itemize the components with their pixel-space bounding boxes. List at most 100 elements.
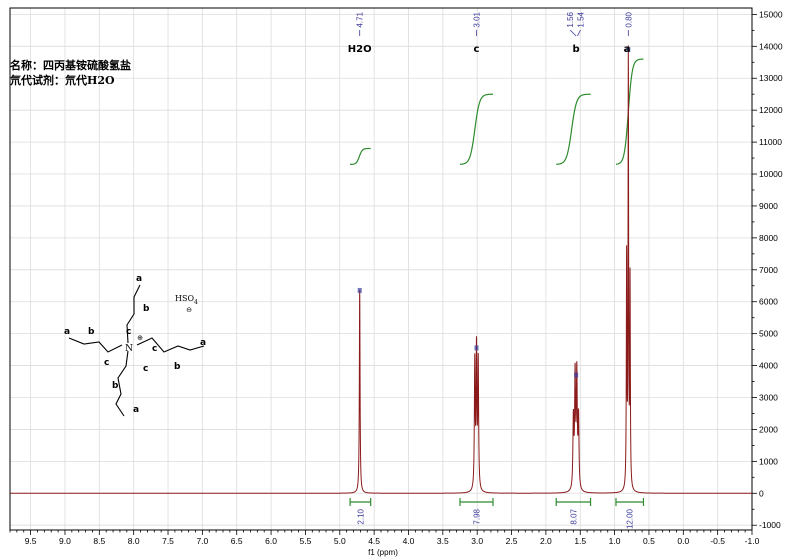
x-tick-label: 2.0 — [540, 536, 552, 546]
structure-label: b — [88, 327, 95, 337]
x-tick-label: 4.5 — [368, 536, 380, 546]
structure-label: c — [126, 327, 131, 337]
bond-chain-down — [115, 350, 129, 417]
x-tick-label: 6.0 — [265, 536, 277, 546]
integral-curve — [459, 93, 494, 165]
nitrogen-atom: N — [125, 344, 133, 354]
y-tick-label: 14000 — [759, 41, 783, 51]
peak-shift-label: 3.01 — [472, 11, 481, 27]
peak-assignment-label: H2O — [348, 44, 372, 55]
y-axis-ticks: -1000 0 1000 2000 3000 4000 5000 6000 7000 8000 90… — [752, 9, 783, 530]
bond-chain-up — [126, 284, 141, 344]
peak-shift-label: 1.56 — [566, 11, 575, 27]
structure-label: a — [200, 338, 206, 348]
x-tick-label: 1.0 — [609, 536, 621, 546]
peak-assignment-label: a — [624, 44, 631, 55]
structure-label: a — [133, 405, 139, 415]
x-tick-label: 2.5 — [506, 536, 518, 546]
peak-shift-label: 4.71 — [356, 11, 365, 27]
structure-label: c — [104, 358, 109, 368]
y-tick-label: 4000 — [759, 361, 778, 371]
y-tick-label: 3000 — [759, 393, 778, 403]
structure-label: c — [143, 364, 148, 374]
y-tick-label: 0 — [759, 488, 764, 498]
y-tick-label: 12000 — [759, 105, 783, 115]
x-tick-label: 0.5 — [643, 536, 655, 546]
x-tick-label: 1.5 — [574, 536, 586, 546]
peak-shift-label: 1.54 — [576, 11, 585, 27]
y-tick-label: 13000 — [759, 73, 783, 83]
integral-curve — [350, 147, 371, 166]
counter-ion: HSO4 — [175, 294, 198, 306]
spectrum-series — [10, 45, 752, 494]
spectrum-line — [10, 45, 752, 494]
peak-assignment-label: c — [474, 44, 480, 55]
peak-label-connector — [577, 29, 581, 37]
bond-chain-right — [136, 337, 205, 353]
integral-curve — [615, 58, 644, 165]
integral-curves — [350, 58, 644, 166]
x-axis-ticks: 9.5 9.0 8.5 8.0 7.5 7.0 6.5 6.0 5.5 5.0 4.5 4.0 3.5 3… — [9, 530, 760, 546]
peak-top-marker — [574, 372, 579, 378]
y-tick-label: 6000 — [759, 297, 778, 307]
x-tick-label: 0.0 — [677, 536, 689, 546]
y-tick-label: 7000 — [759, 265, 778, 275]
solvent-text: 氘代试剂：氘代H2O — [10, 73, 115, 87]
compound-name-text: 名称：四丙基铵硫酸氢盐 — [10, 58, 131, 72]
x-tick-label: 9.0 — [59, 536, 71, 546]
peak-top-marker — [474, 345, 479, 351]
x-tick-label: 3.5 — [437, 536, 449, 546]
structure-label: b — [174, 362, 181, 372]
integral-value-label: 7.98 — [472, 508, 481, 524]
peak-top-marker — [626, 46, 631, 52]
bond-chain-left — [68, 337, 123, 353]
peak-label-connector — [569, 29, 577, 37]
x-tick-label: 4.0 — [403, 536, 415, 546]
x-axis-label: f1 (ppm) — [368, 548, 398, 557]
y-tick-label: -1000 — [759, 520, 781, 530]
x-tick-label: 8.0 — [128, 536, 140, 546]
counter-ion-charge: ⊖ — [186, 307, 192, 314]
y-tick-label: 11000 — [759, 137, 782, 147]
molecular-structure — [68, 284, 205, 417]
x-tick-label: 8.5 — [93, 536, 105, 546]
structure-label: a — [136, 274, 142, 284]
y-tick-label: 15000 — [759, 9, 783, 19]
x-tick-label: 5.5 — [300, 536, 312, 546]
y-tick-label: 8000 — [759, 233, 778, 243]
x-tick-label: 9.5 — [25, 536, 37, 546]
peak-assignment-label: b — [573, 44, 580, 55]
structure-label: c — [152, 344, 157, 354]
x-tick-label: 7.0 — [196, 536, 208, 546]
y-tick-label: 1000 — [759, 456, 778, 466]
plot-frame — [9, 7, 753, 531]
x-tick-label: -1.0 — [745, 536, 760, 546]
x-tick-label: -0.5 — [710, 536, 725, 546]
structure-labels: a b c a b c c b a c b a — [64, 274, 206, 415]
y-tick-label: 5000 — [759, 329, 778, 339]
integral-curve — [556, 93, 591, 165]
x-tick-label: 7.5 — [162, 536, 174, 546]
peak-shift-label: 0.80 — [624, 11, 633, 27]
structure-label: b — [143, 304, 150, 314]
x-tick-label: 5.0 — [334, 536, 346, 546]
y-tick-label: 9000 — [759, 201, 778, 211]
grid — [10, 8, 753, 530]
plot-border — [9, 7, 753, 531]
integral-bars — [349, 498, 645, 506]
integral-values: 2.10 7.98 8.07 12.00 — [356, 508, 634, 529]
structure-label: a — [64, 327, 70, 337]
peak-top-marker — [357, 287, 362, 293]
assignment-labels: H2O c b a — [348, 44, 631, 55]
integral-value-label: 12.00 — [626, 508, 635, 529]
y-tick-label: 2000 — [759, 424, 778, 434]
peak-shift-labels: 4.71 3.01 1.56 1.54 0.80 — [356, 11, 634, 27]
integral-value-label: 2.10 — [356, 508, 365, 524]
nitrogen-charge: ⊕ — [137, 335, 143, 342]
x-tick-label: 3.0 — [471, 536, 483, 546]
integral-value-label: 8.07 — [569, 508, 578, 524]
x-tick-label: 6.5 — [231, 536, 243, 546]
y-tick-label: 10000 — [759, 169, 783, 179]
